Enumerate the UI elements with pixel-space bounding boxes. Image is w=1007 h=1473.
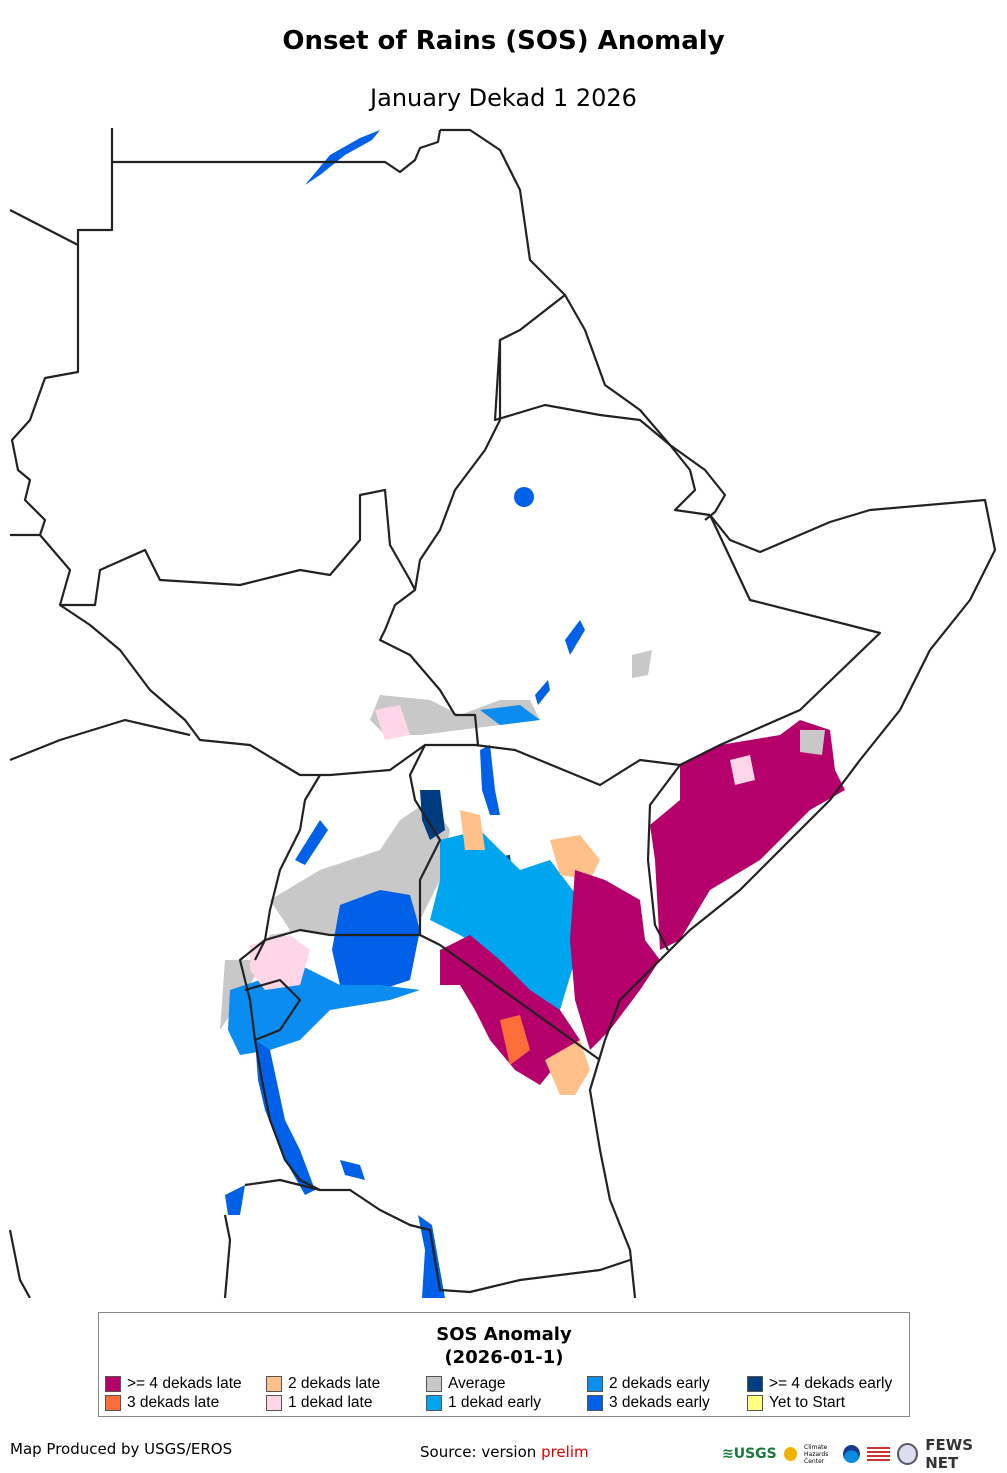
region-4early-north <box>420 790 445 840</box>
region-2late-tanzania <box>545 1040 590 1095</box>
eritrea-ethiopia-border <box>493 294 711 517</box>
region-average-uganda <box>220 800 450 1030</box>
country-boundaries <box>8 128 997 1298</box>
region-2late-kenya <box>550 835 600 880</box>
legend-item: 2 dekads late <box>266 1375 380 1393</box>
map-subtitle: January Dekad 1 2026 <box>370 84 637 112</box>
source-version: prelim <box>541 1443 589 1461</box>
anomaly-map <box>8 128 997 1298</box>
legend-swatch <box>747 1376 763 1392</box>
lake-mweru <box>225 1185 245 1215</box>
chad-sudan-border <box>10 245 80 537</box>
kenya-tanzania-border <box>419 934 601 1061</box>
legend-swatch <box>266 1376 282 1392</box>
lake-nasser <box>305 130 380 185</box>
ethiopia-somalia-border <box>679 514 882 766</box>
sudan-ethiopia-border <box>378 340 502 716</box>
noaa-logo-icon <box>843 1445 861 1463</box>
water-bodies <box>225 130 585 1298</box>
usgs-logo: ≋USGS <box>722 1446 777 1462</box>
car-drc-border <box>9 718 191 762</box>
state-seal-icon <box>897 1443 919 1465</box>
source-note: Source: version prelim <box>420 1443 589 1461</box>
region-average-ethiopia <box>632 650 652 678</box>
legend-swatch <box>587 1376 603 1392</box>
legend-item: >= 4 dekads early <box>747 1375 892 1393</box>
legend-item: Yet to Start <box>747 1394 845 1412</box>
lakes-ethiopia-rift <box>535 620 585 705</box>
region-late4-somalia <box>650 720 845 950</box>
region-1early-kenya <box>430 830 580 1010</box>
lake-rukwa <box>340 1160 365 1180</box>
map-credit: Map Produced by USGS/EROS <box>10 1440 233 1458</box>
zambia-drc-border <box>223 1214 232 1298</box>
region-1late-west <box>250 935 310 990</box>
region-2early-ssudan <box>480 705 540 725</box>
map-title: Onset of Rains (SOS) Anomaly <box>282 26 725 56</box>
region-3early-lakevictoria <box>332 890 420 990</box>
legend: SOS Anomaly (2026-01-1) >= 4 dekads late… <box>98 1312 910 1417</box>
region-average-somalia <box>800 730 825 755</box>
drc-east-border <box>238 774 321 1191</box>
fewsnet-logo: FEWS NET <box>925 1436 974 1472</box>
legend-item: 3 dekads early <box>587 1394 710 1412</box>
us-flag-icon <box>867 1447 891 1461</box>
lake-tanganyika <box>255 1040 315 1195</box>
tanzania-zambia-malawi <box>244 1178 631 1294</box>
legend-swatch <box>266 1395 282 1411</box>
libya-chad-border <box>9 162 114 247</box>
southsudan-ethiopia-kenya <box>423 713 682 951</box>
legend-item: 2 dekads early <box>587 1375 710 1393</box>
region-late4-tanzania <box>440 935 580 1085</box>
region-1late-ssudan <box>375 705 410 740</box>
egypt-sudan-border <box>110 128 442 174</box>
region-3late-tanzania <box>500 1015 530 1065</box>
partner-logos: ≋USGS Climate Hazards Center FEWS NET <box>722 1436 1007 1472</box>
chc-logo-text: Climate Hazards Center <box>804 1443 829 1465</box>
car-southsudan-border <box>59 604 426 777</box>
legend-item: 3 dekads late <box>105 1394 219 1412</box>
chc-logo-icon <box>783 1447 798 1461</box>
legend-swatch <box>426 1376 442 1392</box>
legend-item: >= 4 dekads late <box>105 1375 242 1393</box>
lake-tana <box>514 487 534 507</box>
legend-swatch <box>747 1395 763 1411</box>
drc-west <box>8 1229 31 1298</box>
lake-albert <box>295 820 328 865</box>
legend-swatch <box>105 1395 121 1411</box>
legend-swatch <box>426 1395 442 1411</box>
legend-subtitle: (2026-01-1) <box>444 1347 564 1368</box>
anomaly-regions <box>220 650 845 1095</box>
region-2late-north <box>460 810 485 850</box>
legend-swatch <box>587 1395 603 1411</box>
somalia-coast <box>588 498 997 1298</box>
rwanda-burundi <box>244 978 302 1042</box>
region-1late-somalia <box>730 755 755 785</box>
legend-item: Average <box>426 1375 505 1393</box>
uganda-border <box>254 744 442 961</box>
legend-swatch <box>105 1376 121 1392</box>
legend-item: 1 dekad early <box>426 1394 541 1412</box>
region-late4-kenya <box>570 870 660 1050</box>
lake-turkana <box>480 745 500 815</box>
sudan-southsudan-border <box>39 488 416 607</box>
legend-item: 1 dekad late <box>266 1394 372 1412</box>
legend-title: SOS Anomaly <box>436 1324 572 1345</box>
red-sea-coast <box>440 128 727 521</box>
